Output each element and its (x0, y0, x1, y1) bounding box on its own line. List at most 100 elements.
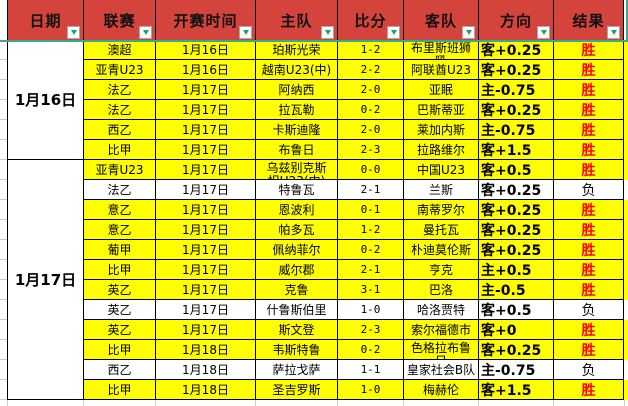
cell-result[interactable]: 胜 (554, 280, 624, 300)
cell-league[interactable]: 意乙 (84, 220, 156, 240)
cell-result[interactable]: 负 (554, 180, 624, 200)
cell-score[interactable]: 0-1 (338, 200, 404, 220)
cell-score[interactable]: 0-0 (338, 160, 404, 180)
cell-direction[interactable]: 客+0.25 (479, 180, 554, 200)
cell-score[interactable]: 0-2 (338, 100, 404, 120)
cell-away[interactable]: 兰斯 (404, 180, 479, 200)
cell-home[interactable]: 帕多瓦 (256, 220, 338, 240)
column-header-date[interactable]: 日期 (8, 0, 84, 40)
cell-direction[interactable]: 客+0.5 (479, 300, 554, 320)
cell-direction[interactable]: 主-0.75 (479, 80, 554, 100)
cell-score[interactable]: 2-3 (338, 140, 404, 160)
column-header-direction[interactable]: 方向 (479, 0, 554, 40)
cell-direction[interactable]: 客+0.25 (479, 40, 554, 60)
cell-league[interactable]: 比甲 (84, 260, 156, 280)
cell-direction[interactable]: 客+0.25 (479, 220, 554, 240)
cell-away[interactable]: 色格拉布鲁日 (404, 340, 479, 360)
cell-home[interactable]: 圣吉罗斯 (256, 380, 338, 400)
cell-result[interactable]: 胜 (554, 120, 624, 140)
cell-time[interactable]: 1月17日 (156, 180, 256, 200)
cell-league[interactable]: 亚青U23 (84, 160, 156, 180)
cell-time[interactable]: 1月16日 (156, 60, 256, 80)
column-header-home[interactable]: 主队 (256, 0, 338, 40)
cell-result[interactable]: 负 (554, 300, 624, 320)
cell-home[interactable]: 卡斯迪隆 (256, 120, 338, 140)
cell-league[interactable]: 比甲 (84, 380, 156, 400)
cell-league[interactable]: 比甲 (84, 340, 156, 360)
cell-score[interactable]: 2-0 (338, 80, 404, 100)
cell-direction[interactable]: 客+0.25 (479, 240, 554, 260)
cell-result[interactable]: 胜 (554, 340, 624, 360)
cell-away[interactable]: 莱加内斯 (404, 120, 479, 140)
cell-score[interactable]: 0-2 (338, 340, 404, 360)
cell-result[interactable]: 胜 (554, 80, 624, 100)
cell-away[interactable]: 亨克 (404, 260, 479, 280)
cell-time[interactable]: 1月17日 (156, 300, 256, 320)
cell-direction[interactable]: 客+0 (479, 320, 554, 340)
cell-away[interactable]: 索尔福德市 (404, 320, 479, 340)
cell-away[interactable]: 中国U23 (404, 160, 479, 180)
cell-time[interactable]: 1月17日 (156, 160, 256, 180)
cell-league[interactable]: 法乙 (84, 100, 156, 120)
column-header-result[interactable]: 结果 (554, 0, 624, 40)
cell-time[interactable]: 1月18日 (156, 340, 256, 360)
column-header-away[interactable]: 客队 (404, 0, 479, 40)
cell-direction[interactable]: 客+1.5 (479, 140, 554, 160)
cell-result[interactable]: 胜 (554, 240, 624, 260)
cell-league[interactable]: 西乙 (84, 360, 156, 380)
cell-away[interactable]: 哈洛贾特 (404, 300, 479, 320)
cell-time[interactable]: 1月17日 (156, 220, 256, 240)
cell-home[interactable]: 特鲁瓦 (256, 180, 338, 200)
cell-league[interactable]: 英乙 (84, 280, 156, 300)
cell-home[interactable]: 恩波利 (256, 200, 338, 220)
cell-result[interactable]: 胜 (554, 140, 624, 160)
cell-time[interactable]: 1月17日 (156, 260, 256, 280)
cell-direction[interactable]: 客+0.25 (479, 100, 554, 120)
cell-away[interactable]: 阿联酋U23 (404, 60, 479, 80)
cell-home[interactable]: 佩纳菲尔 (256, 240, 338, 260)
cell-home[interactable]: 什鲁斯伯里 (256, 300, 338, 320)
cell-league[interactable]: 西乙 (84, 120, 156, 140)
cell-league[interactable]: 葡甲 (84, 240, 156, 260)
cell-result[interactable]: 胜 (554, 320, 624, 340)
cell-home[interactable]: 阿纳西 (256, 80, 338, 100)
cell-league[interactable]: 法乙 (84, 180, 156, 200)
cell-time[interactable]: 1月17日 (156, 320, 256, 340)
cell-result[interactable]: 胜 (554, 40, 624, 60)
cell-time[interactable]: 1月17日 (156, 240, 256, 260)
cell-score[interactable]: 2-3 (338, 320, 404, 340)
cell-away[interactable]: 朴迪莫伦斯 (404, 240, 479, 260)
cell-league[interactable]: 亚青U23 (84, 60, 156, 80)
cell-time[interactable]: 1月18日 (156, 380, 256, 400)
cell-direction[interactable]: 客+0.5 (479, 160, 554, 180)
cell-direction[interactable]: 客+1.5 (479, 380, 554, 400)
cell-home[interactable]: 威尔郡 (256, 260, 338, 280)
cell-away[interactable]: 巴斯蒂亚 (404, 100, 479, 120)
cell-score[interactable]: 3-1 (338, 280, 404, 300)
cell-league[interactable]: 意乙 (84, 200, 156, 220)
column-header-time[interactable]: 开赛时间 (156, 0, 256, 40)
cell-time[interactable]: 1月17日 (156, 80, 256, 100)
cell-time[interactable]: 1月17日 (156, 200, 256, 220)
filter-dropdown-button[interactable] (607, 26, 620, 39)
cell-home[interactable]: 拉瓦勒 (256, 100, 338, 120)
cell-home[interactable]: 乌兹别克斯坦U23(中) (256, 160, 338, 180)
cell-league[interactable]: 法乙 (84, 80, 156, 100)
cell-time[interactable]: 1月16日 (156, 40, 256, 60)
cell-away[interactable]: 皇家社会B队 (404, 360, 479, 380)
filter-dropdown-button[interactable] (321, 26, 334, 39)
cell-direction[interactable]: 主+0.5 (479, 260, 554, 280)
cell-score[interactable]: 1-1 (338, 360, 404, 380)
cell-result[interactable]: 胜 (554, 260, 624, 280)
cell-league[interactable]: 英乙 (84, 320, 156, 340)
column-header-score[interactable]: 比分 (338, 0, 404, 40)
cell-home[interactable]: 萨拉戈萨 (256, 360, 338, 380)
cell-score[interactable]: 2-1 (338, 260, 404, 280)
cell-league[interactable]: 英乙 (84, 300, 156, 320)
cell-away[interactable]: 亚眠 (404, 80, 479, 100)
date-group-cell[interactable]: 1月16日 (8, 40, 84, 160)
cell-time[interactable]: 1月17日 (156, 280, 256, 300)
cell-league[interactable]: 比甲 (84, 140, 156, 160)
filter-dropdown-button[interactable] (537, 26, 550, 39)
cell-score[interactable]: 1-2 (338, 40, 404, 60)
